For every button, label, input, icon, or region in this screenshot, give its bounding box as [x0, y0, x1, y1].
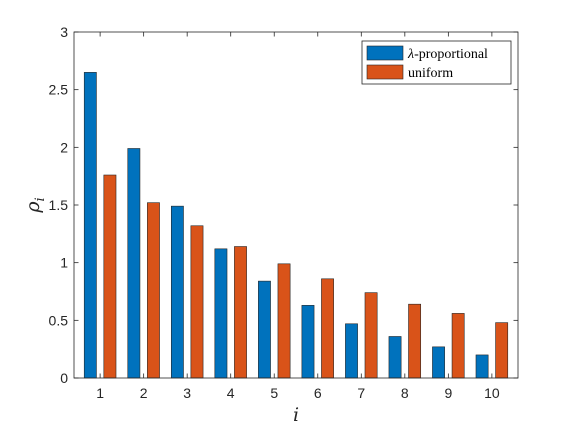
- bar-lambda-proportional-3: [170, 205, 184, 379]
- bar-uniform-2: [147, 202, 160, 379]
- legend-lambda-rest: -proportional: [414, 47, 488, 62]
- legend-label-uniform: uniform: [408, 66, 453, 81]
- bar-lambda-proportional-6: [301, 305, 315, 379]
- x-tick-label-2: 2: [140, 385, 148, 401]
- x-tick-label-9: 9: [444, 385, 452, 401]
- bar-uniform-6: [321, 278, 334, 379]
- legend-label-lambda: λ-proportional: [407, 47, 488, 62]
- bar-uniform-3: [190, 225, 204, 379]
- y-tick-label-2: 2: [60, 139, 68, 155]
- y-axis-label-subscript: i: [33, 197, 48, 201]
- ticks-group: 1 2 3 4 5 6 7 8 9 10 0 0.5 1 1.5 2 2.5 3: [49, 24, 518, 401]
- bar-lambda-proportional-9: [432, 346, 445, 379]
- y-tick-label-1: 1: [60, 255, 68, 271]
- y-axis-label-base: ρ: [22, 201, 44, 214]
- x-tick-label-8: 8: [401, 385, 409, 401]
- x-axis-label: i: [293, 404, 299, 426]
- x-tick-label-3: 3: [183, 385, 191, 401]
- y-tick-label-1.5: 1.5: [49, 197, 69, 213]
- x-tick-label-5: 5: [270, 385, 278, 401]
- y-tick-label-0.5: 0.5: [49, 312, 69, 328]
- legend-lambda-symbol: λ: [407, 47, 414, 62]
- x-tick-label-7: 7: [357, 385, 365, 401]
- bar-lambda-proportional-4: [214, 248, 228, 379]
- plot-frame: [73, 31, 519, 379]
- bar-uniform-4: [234, 246, 247, 379]
- x-tick-label-1: 1: [96, 385, 104, 401]
- x-tick-label-4: 4: [227, 385, 235, 401]
- bar-lambda-proportional-8: [388, 336, 402, 379]
- bar-lambda-proportional-1: [83, 72, 97, 379]
- bars-group: [83, 72, 509, 379]
- legend-swatch-lambda: [366, 45, 404, 61]
- legend: λ-proportional uniform: [361, 40, 512, 85]
- bar-uniform-7: [364, 292, 378, 379]
- bar-uniform-5: [277, 263, 291, 379]
- bar-lambda-proportional-5: [258, 280, 271, 379]
- y-tick-label-0: 0: [60, 370, 68, 386]
- bar-lambda-proportional-10: [475, 354, 489, 379]
- legend-swatch-uniform: [366, 64, 404, 80]
- bar-uniform-10: [495, 322, 509, 379]
- y-axis-label: ρi: [22, 197, 48, 213]
- bar-uniform-9: [451, 313, 465, 379]
- y-tick-label-3: 3: [60, 24, 68, 40]
- bar-uniform-8: [408, 303, 422, 379]
- bar-lambda-proportional-7: [345, 323, 358, 379]
- bar-lambda-proportional-2: [127, 148, 141, 379]
- y-tick-label-2.5: 2.5: [49, 82, 69, 98]
- x-tick-label-10: 10: [484, 385, 500, 401]
- x-tick-label-6: 6: [314, 385, 322, 401]
- bar-uniform-1: [103, 174, 117, 379]
